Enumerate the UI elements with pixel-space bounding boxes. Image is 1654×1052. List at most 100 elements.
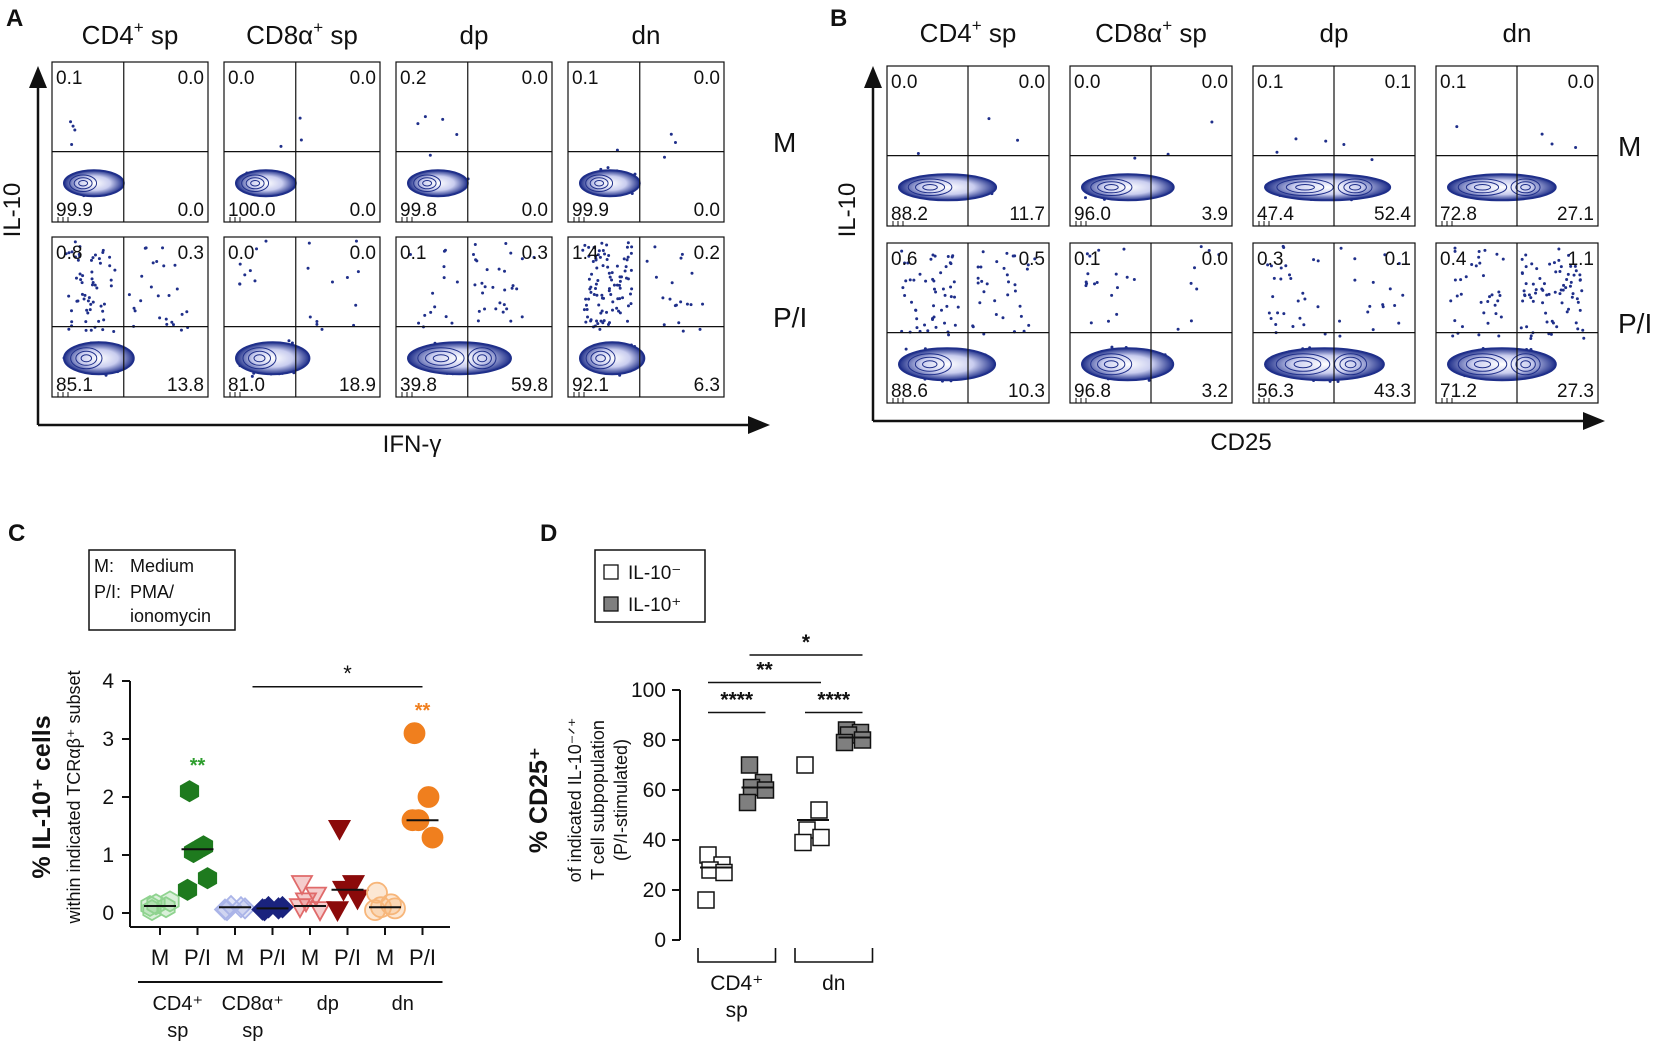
event-dot [1499,315,1503,319]
quadrant-tr-value: 0.5 [1019,249,1045,270]
contour-ring [922,360,938,369]
event-dot [1548,262,1552,266]
event-dot [1381,305,1385,309]
data-point-square [796,756,814,774]
event-dot [102,318,106,322]
event-dot [584,303,588,307]
quadrant-tr-value: 0.0 [522,68,548,89]
event-dot [1566,272,1570,276]
event-dot [1272,276,1276,280]
event-dot [1567,253,1571,257]
event-dot [494,307,498,311]
quadrant-bl-value: 71.2 [1440,381,1477,402]
contour-ring [1344,360,1357,369]
event-dot [673,304,677,308]
event-dot [510,286,514,290]
event-dot [102,302,106,306]
event-dot [587,245,591,249]
event-dot [981,250,985,254]
event-dot [1084,280,1088,284]
event-dot [1288,273,1292,277]
event-dot [97,257,101,261]
event-dot [497,267,501,271]
event-dot [1550,142,1554,146]
event-dot [589,285,593,289]
event-dot [595,266,599,270]
quadrant-br-value: 52.4 [1374,204,1411,225]
event-dot [1529,337,1533,341]
event-dot [953,295,957,299]
contour-ring [417,177,437,190]
contour-outer [898,347,997,382]
flow-plot-0-1: 0.0 0.0 100.0 0.0 [223,61,381,223]
event-dot [948,261,952,265]
event-dot [91,256,95,260]
data-point-circle [417,786,440,808]
quadrant-br-value: 27.1 [1557,204,1594,225]
event-dot [903,294,907,298]
event-dot [1557,258,1561,262]
event-dot [93,283,97,287]
column-header-0: CD4+ sp [920,16,1017,48]
event-dot [1481,274,1485,278]
contour-ring [1275,353,1331,376]
event-dot [606,166,610,170]
event-dot [264,239,268,243]
event-dot [1267,311,1271,315]
event-dot [491,285,495,289]
event-dot [1552,261,1556,265]
quadrant-br-value: 3.9 [1202,204,1228,225]
event-dot [70,143,74,147]
contour-ring [422,180,433,187]
event-dot [442,276,446,280]
event-dot [583,243,587,247]
event-dot [605,258,609,262]
event-dot [1368,304,1372,308]
panel-b: B CD4+ sp CD8α+ sp dp dn M P/I IL-10 CD25 0.0 0.0 8… [830,5,1652,456]
data-point-hexagon [146,893,166,916]
data-point-triangle [327,820,352,841]
data-point-square [810,801,828,819]
contour-outer [579,169,641,198]
event-dot [505,307,509,311]
column-header-1: CD8α+ sp [1095,16,1207,48]
event-dot [1110,293,1114,297]
quadrant-tl-value: 0.0 [1074,72,1100,93]
event-dot [1279,266,1283,270]
contour-ring [1103,360,1119,369]
event-dot [1110,345,1114,349]
event-dot [985,282,989,286]
event-dot [171,323,175,327]
event-dot [669,132,673,136]
event-dot [603,252,607,256]
quadrant-tr-value: 0.2 [694,243,720,264]
contour-ring [250,180,261,187]
event-dot [1115,312,1119,316]
data-point-hexagon [183,841,204,864]
event-dot [1115,286,1119,290]
data-point-hexagon [160,890,180,913]
quadrant-br-value: 27.3 [1557,381,1594,402]
event-dot [532,255,536,259]
event-dot [1524,253,1528,257]
group-bracket [794,948,874,963]
data-point-triangle [308,901,332,922]
event-dot [433,305,437,309]
event-dot [69,309,73,313]
event-dot [609,292,613,296]
event-dot [1147,378,1151,382]
event-dot [926,329,930,333]
contour-ring [1090,178,1133,197]
x-axis-label: CD25 [1210,429,1271,456]
flow-plot-1-3: 0.4 1.1 71.2 27.3 [1435,242,1599,404]
data-point-triangle [304,886,328,908]
event-dot [483,307,487,311]
event-dot [84,328,88,332]
contour-ring [1339,356,1362,372]
event-dot [173,263,177,267]
flow-plot-0-0: 0.0 0.0 88.2 11.7 [886,65,1050,227]
column-header-2: dp [460,20,489,50]
event-dot [601,248,605,252]
event-dot [78,245,82,249]
event-dot [158,316,162,320]
